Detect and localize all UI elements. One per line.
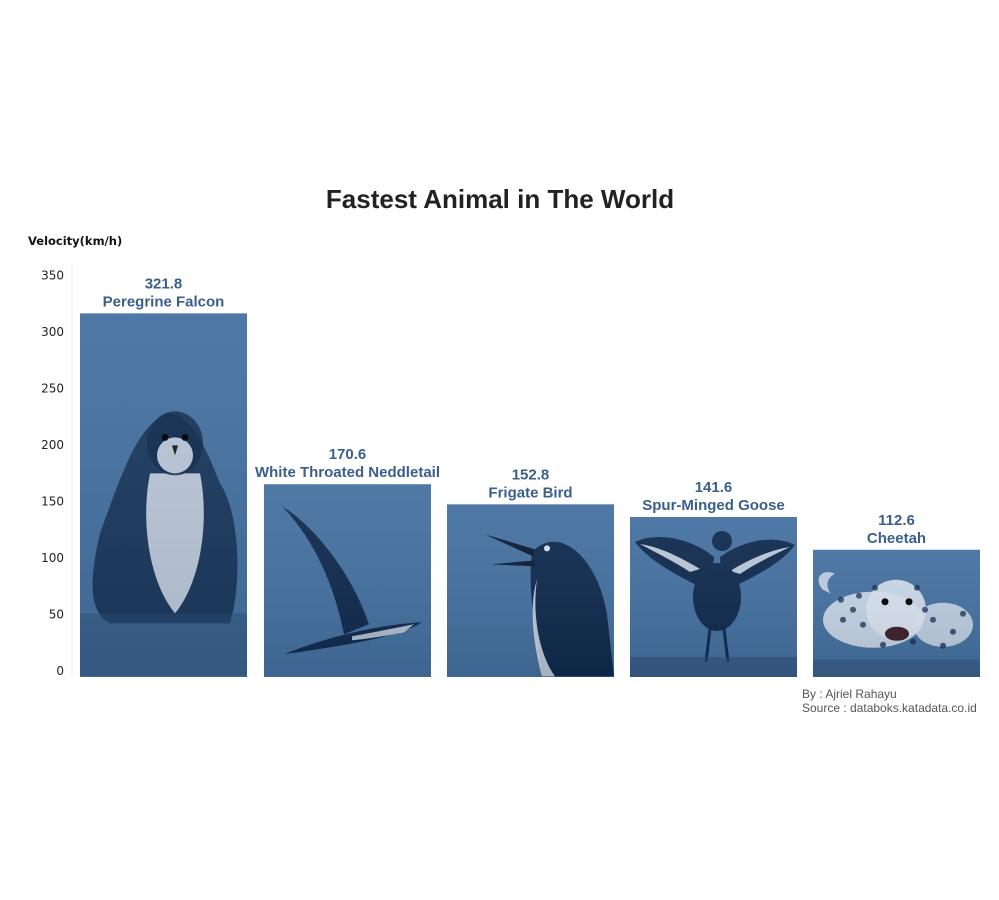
bar-frigate-bird-image [447, 504, 614, 677]
bar-value-label: 112.6 [878, 512, 915, 529]
bar-category-label: Spur-Minged Goose [642, 497, 785, 514]
bar-value-label: 321.8 [145, 275, 183, 292]
bar-value-label: 141.6 [695, 479, 733, 496]
chart-title: Fastest Animal in The World [326, 184, 674, 214]
y-tick-label: 0 [56, 664, 64, 678]
bar-category-label: White Throated Neddletail [255, 464, 440, 481]
y-tick-label: 50 [49, 608, 64, 622]
credit-author: By : Ajriel Rahayu [802, 687, 897, 701]
bar-falcon-image [80, 313, 247, 677]
bar-value-label: 170.6 [329, 446, 367, 463]
bar-value-label: 152.8 [512, 466, 550, 483]
y-tick-label: 100 [41, 551, 64, 565]
bars [80, 313, 980, 678]
bar-category-label: Frigate Bird [488, 484, 572, 501]
bar-cheetah-image [813, 549, 980, 678]
y-ticks: 0 50 100 150 200 250 300 350 [41, 269, 64, 679]
y-tick-label: 300 [41, 325, 64, 339]
y-tick-label: 200 [41, 438, 64, 452]
bar-needletail-image [264, 484, 431, 677]
y-tick-label: 150 [41, 495, 64, 509]
bar-category-label: Peregrine Falcon [103, 293, 225, 310]
y-tick-label: 350 [41, 269, 64, 283]
bar-category-label: Cheetah [867, 530, 926, 547]
y-tick-label: 250 [41, 382, 64, 396]
credit-source: Source : databoks.katadata.co.id [802, 701, 977, 715]
bar-goose-image [630, 516, 797, 677]
y-axis-label: Velocity(km/h) [28, 234, 122, 248]
